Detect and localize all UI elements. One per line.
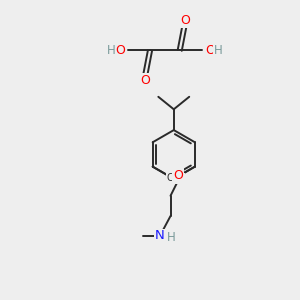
Text: H: H [167,231,175,244]
Text: O: O [140,74,150,87]
Text: CH₃: CH₃ [166,173,184,183]
Text: N: N [155,230,164,242]
Text: O: O [205,44,215,57]
Text: H: H [214,44,223,57]
Text: O: O [173,169,183,182]
Text: H: H [107,44,116,57]
Text: O: O [180,14,190,27]
Text: O: O [115,44,125,57]
